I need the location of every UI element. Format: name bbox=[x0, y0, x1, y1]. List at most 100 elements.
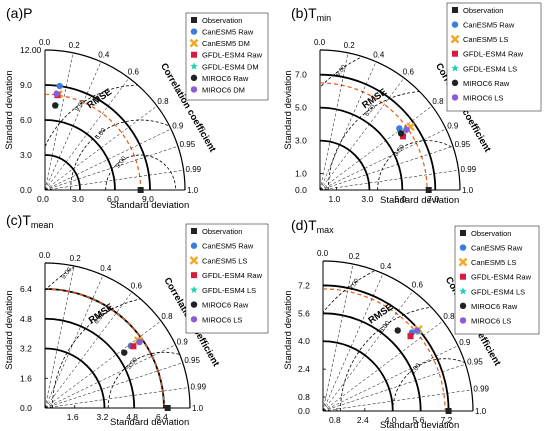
legend-marker bbox=[460, 230, 466, 236]
x-tick-label: 7.0 bbox=[427, 194, 439, 204]
legend-marker bbox=[190, 242, 198, 249]
legend-marker bbox=[191, 51, 197, 58]
corr-tick-label: 0.95 bbox=[180, 140, 196, 149]
panel-title: (c)Tmean bbox=[6, 212, 53, 230]
data-point bbox=[396, 125, 403, 132]
legend-entry: MIROC6 DM bbox=[202, 85, 245, 94]
y-tick-label: 2.4 bbox=[298, 364, 310, 374]
data-point bbox=[425, 187, 432, 193]
legend-box bbox=[446, 2, 542, 112]
panel-title-sub: max bbox=[317, 225, 335, 235]
legend-entry: MIROC6 LS bbox=[471, 316, 511, 325]
x-tick-label: 9.0 bbox=[142, 194, 154, 204]
y-tick-label: 0.0 bbox=[295, 185, 307, 195]
corr-tick-label: 0.2 bbox=[70, 254, 82, 263]
legend-entry: CanESM5 Raw bbox=[202, 28, 254, 37]
legend-marker bbox=[189, 38, 199, 48]
rmse-arcs bbox=[323, 261, 473, 411]
corr-ray bbox=[44, 344, 176, 409]
corr-tick-label: 0.8 bbox=[443, 312, 455, 321]
data-point bbox=[400, 133, 407, 140]
x-tick-label: 5.0 bbox=[394, 194, 406, 204]
legend-marker bbox=[191, 17, 197, 23]
outer-arc bbox=[319, 49, 461, 191]
corr-tick-label: 0.0 bbox=[39, 251, 51, 260]
legend-entry: CanESM5 DM bbox=[202, 39, 250, 48]
legend-marker bbox=[451, 94, 459, 101]
y-tick-label: 0.0 bbox=[20, 185, 32, 195]
rmse-arcs bbox=[45, 263, 190, 408]
std-arc bbox=[319, 139, 371, 191]
x-tick-label: 1.0 bbox=[328, 194, 340, 204]
rmse-tick-label: 6.00 bbox=[94, 127, 108, 142]
panel-title-sub: mean bbox=[31, 220, 54, 230]
data-point bbox=[56, 82, 63, 90]
corr-tick-label: 0.8 bbox=[161, 312, 173, 321]
x-axis-title: Standard deviation bbox=[110, 417, 189, 428]
legend-marker bbox=[459, 287, 467, 295]
y-tick-label: 7.2 bbox=[298, 280, 310, 290]
data-point bbox=[137, 187, 144, 193]
y-tick-label: 1.6 bbox=[20, 373, 32, 383]
corr-tick-label: 0.8 bbox=[157, 97, 169, 106]
legend-marker bbox=[191, 228, 197, 234]
y-tick-label: 4.8 bbox=[20, 314, 32, 324]
corr-tick-label: 0.9 bbox=[447, 121, 459, 130]
corr-tick-label: 0.9 bbox=[172, 121, 184, 130]
reference-arc bbox=[319, 82, 428, 191]
corr-tick-label: 0.99 bbox=[190, 382, 206, 391]
data-point bbox=[413, 327, 421, 334]
legend-entry: CanESM5 Raw bbox=[463, 21, 515, 30]
corr-ray bbox=[44, 320, 162, 409]
y-tick-label: 0.8 bbox=[298, 392, 310, 402]
legend-marker bbox=[450, 34, 460, 44]
x-tick-label: 3.0 bbox=[72, 194, 84, 204]
y-tick-label: 3.0 bbox=[20, 150, 32, 160]
data-point bbox=[403, 126, 410, 133]
x-axis-title: Standard deviation bbox=[110, 200, 189, 211]
corr-ray bbox=[319, 146, 454, 191]
std-arc bbox=[322, 340, 394, 412]
std-arc bbox=[319, 106, 404, 191]
legend-entry: GFDL-ESM4 Raw bbox=[202, 271, 263, 280]
legend-marker bbox=[459, 302, 467, 310]
data-point bbox=[121, 349, 128, 356]
rmse-arc bbox=[70, 119, 185, 190]
legend-marker bbox=[190, 316, 198, 323]
rmse-arc bbox=[327, 90, 460, 190]
corr-tick-label: 0.4 bbox=[380, 262, 392, 271]
corr-tick-label: 0.2 bbox=[69, 41, 81, 50]
panel-title: (a)P bbox=[6, 5, 32, 21]
y-tick-label: 0.0 bbox=[20, 403, 32, 413]
x-tick-label: 6.4 bbox=[156, 412, 168, 422]
legend-entry: Observation bbox=[471, 229, 511, 238]
rmse-tick-label: 3.00 bbox=[393, 143, 407, 158]
rmse-label: RMSE bbox=[87, 302, 116, 327]
rmse-label: RMSE bbox=[366, 302, 395, 327]
corr-tick-label: 1.0 bbox=[475, 407, 487, 416]
legend-entry: GFDL-ESM4 LS bbox=[202, 286, 256, 295]
legend-entry: CanESM5 LS bbox=[202, 256, 247, 265]
corr-tick-label: 0.2 bbox=[349, 252, 361, 261]
reference-arc bbox=[44, 288, 165, 409]
data-point bbox=[397, 130, 405, 137]
corr-ray bbox=[44, 128, 172, 191]
y-axis-title: Standard deviation bbox=[283, 290, 294, 369]
x-tick-label: 0.0 bbox=[37, 194, 49, 204]
y-tick-label: 0.0 bbox=[298, 406, 310, 416]
corr-tick-label: 0.6 bbox=[128, 68, 140, 77]
std-arc bbox=[44, 154, 81, 191]
corr-tick-label: 0.99 bbox=[186, 165, 202, 174]
corr-ray bbox=[322, 320, 444, 412]
corr-ray bbox=[322, 345, 459, 412]
rmse-arc bbox=[377, 140, 460, 190]
x-tick-label: 0.8 bbox=[329, 415, 341, 425]
corr-tick-label: 0.0 bbox=[314, 38, 326, 47]
outer-arc bbox=[44, 49, 186, 191]
y-axis-title: Standard deviation bbox=[4, 290, 15, 369]
legend-marker bbox=[190, 62, 198, 70]
corr-tick-label: 0.0 bbox=[317, 249, 329, 258]
legend-marker bbox=[451, 21, 459, 28]
corr-ray bbox=[44, 362, 183, 409]
